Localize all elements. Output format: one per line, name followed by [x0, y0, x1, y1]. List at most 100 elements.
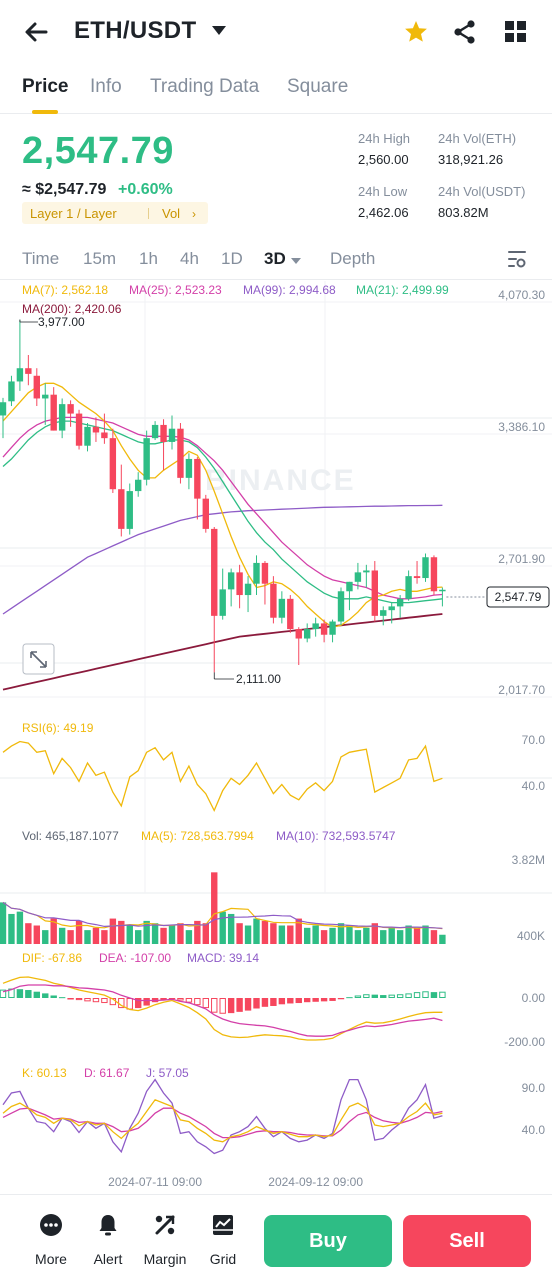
expand-icon[interactable] — [22, 643, 55, 675]
high-value: 2,560.00 — [358, 152, 409, 167]
candle-body — [253, 562, 260, 584]
legend-ma7: MA(7): 2,562.18 — [22, 283, 109, 297]
legend-d: D: 61.67 — [84, 1066, 130, 1080]
nav-grid[interactable]: Grid — [198, 1213, 248, 1273]
macd-histogram-bar — [67, 998, 74, 1000]
volume-bar — [151, 923, 159, 944]
timeframe-bar: Time 15m 1h 4h 1D 3D Depth — [0, 240, 552, 280]
macd-histogram-bar — [202, 998, 210, 1009]
macd-dif-line — [2, 976, 443, 1041]
volume-bar — [16, 911, 24, 944]
volume-bar — [227, 913, 235, 944]
share-icon[interactable] — [451, 18, 479, 46]
tf-1h[interactable]: 1h — [139, 249, 158, 268]
volume-bar — [396, 930, 404, 944]
volume-bar — [33, 925, 40, 944]
nav-alert[interactable]: Alert — [83, 1213, 133, 1273]
star-icon[interactable] — [402, 18, 430, 46]
kdj-k-line — [2, 1099, 443, 1143]
tag-vol[interactable]: Vol — [162, 206, 181, 221]
macd-histogram-bar — [177, 998, 184, 1001]
buy-button[interactable]: Buy — [264, 1215, 392, 1267]
tf-4h[interactable]: 4h — [180, 249, 199, 268]
volume-bar — [211, 872, 218, 944]
volume-bar — [135, 930, 142, 944]
macd-histogram-bar — [253, 998, 260, 1009]
grid-icon[interactable] — [502, 18, 530, 46]
volume-bar — [236, 923, 243, 944]
macd-histogram-bar — [58, 997, 66, 999]
rsi-axis-label: 70.0 — [522, 733, 546, 747]
candle-body — [439, 589, 446, 592]
candle-body — [109, 438, 117, 490]
volume-bar — [253, 918, 260, 944]
volume-bar — [278, 925, 286, 944]
candle-body — [227, 572, 235, 590]
candle-body — [337, 591, 345, 622]
category-tag-bar[interactable]: Layer 1 / Layer Vol — [22, 202, 208, 224]
candle-body — [363, 570, 370, 573]
volume-bar — [92, 927, 100, 944]
tab-bar: Price Info Trading Data Square — [0, 70, 552, 114]
macd-histogram-bar — [101, 998, 108, 1004]
candle-body — [118, 489, 125, 529]
candle-body — [25, 368, 32, 374]
macd-histogram-bar — [160, 998, 167, 1001]
volume-bar — [422, 925, 429, 944]
nav-margin[interactable]: Margin — [140, 1213, 190, 1273]
tag-category[interactable]: Layer 1 / Layer — [30, 206, 117, 221]
candle-body — [396, 598, 404, 607]
volume-bar — [75, 920, 83, 944]
last-price: 2,547.79 — [22, 130, 174, 172]
macd-histogram-bar — [405, 993, 412, 999]
candle-body — [84, 426, 91, 446]
tf-time[interactable]: Time — [22, 249, 60, 268]
kline-chart[interactable]: BINANCE 4,070.30 3,386.10 2,701.90 2,017.70 3… — [0, 281, 552, 1193]
pair-title[interactable]: ETH/USDT — [74, 17, 197, 44]
tab-square[interactable]: Square — [287, 76, 349, 97]
tf-depth[interactable]: Depth — [330, 249, 376, 268]
volume-bar — [185, 930, 193, 944]
low-marker-label: 2,111.00 — [236, 672, 281, 686]
volume-bar — [270, 923, 277, 944]
vol-eth-label: 24h Vol(ETH) — [438, 131, 517, 146]
tf-15m[interactable]: 15m — [83, 249, 117, 268]
macd-histogram-bar — [413, 992, 421, 998]
volume-bar — [219, 911, 226, 944]
macd-histogram-bar — [430, 992, 438, 998]
tf-dropdown-icon[interactable] — [291, 258, 301, 264]
nav-more[interactable]: More — [26, 1213, 76, 1273]
tab-trading-data[interactable]: Trading Data — [150, 76, 260, 97]
sell-button[interactable]: Sell — [403, 1215, 531, 1267]
legend-rsi: RSI(6): 49.19 — [22, 721, 94, 735]
volume-bar — [126, 925, 133, 944]
pair-dropdown-icon[interactable] — [212, 26, 226, 35]
legend-dea: DEA: -107.00 — [99, 951, 172, 965]
volume-bar — [346, 925, 353, 944]
price-axis-label: 2,701.90 — [498, 552, 545, 566]
ma200-line — [2, 613, 443, 691]
tab-price[interactable]: Price — [22, 76, 69, 97]
tab-info[interactable]: Info — [90, 76, 122, 97]
candle-body — [413, 576, 421, 579]
chart-settings-icon[interactable] — [506, 248, 528, 270]
tf-1d[interactable]: 1D — [221, 249, 243, 268]
binance-watermark: BINANCE — [205, 464, 356, 497]
legend-ma21: MA(21): 2,499.99 — [356, 283, 449, 297]
last-price-box — [486, 586, 550, 608]
bottom-action-bar: More Alert Margin Grid Buy Sell — [0, 1194, 552, 1280]
volume-bar — [287, 925, 294, 944]
macd-histogram-bar — [135, 998, 142, 1009]
macd-histogram-bar — [143, 998, 150, 1006]
macd-histogram-bar — [92, 998, 100, 1003]
volume-bar — [380, 930, 387, 944]
kdj-axis-label: 90.0 — [522, 1081, 546, 1095]
macd-histogram-bar — [346, 997, 353, 999]
vol-eth-value: 318,921.26 — [438, 152, 504, 167]
candle-body — [92, 426, 100, 433]
tf-3d[interactable]: 3D — [264, 249, 286, 268]
back-arrow-icon[interactable] — [20, 16, 52, 48]
volume-bar — [177, 923, 184, 944]
candle-body — [278, 598, 286, 618]
low-value: 2,462.06 — [358, 205, 409, 220]
